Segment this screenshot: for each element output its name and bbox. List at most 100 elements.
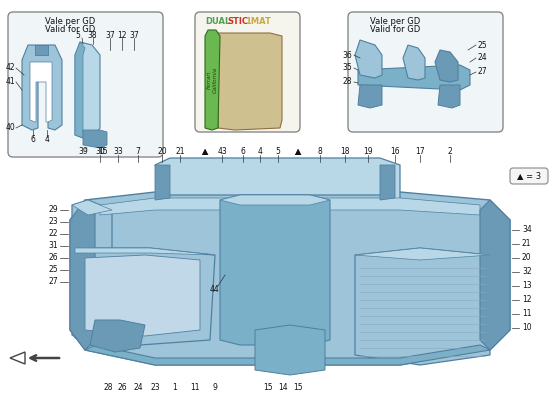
Text: 27: 27 [48, 278, 58, 286]
Text: 28: 28 [103, 384, 113, 392]
Text: 41: 41 [5, 78, 15, 86]
Polygon shape [438, 85, 460, 108]
Text: 20: 20 [157, 148, 167, 156]
Text: 42: 42 [5, 64, 15, 72]
Polygon shape [435, 50, 458, 82]
Polygon shape [75, 42, 100, 138]
Text: 6: 6 [240, 148, 245, 156]
Text: 24: 24 [133, 384, 143, 392]
Text: 5: 5 [276, 148, 280, 156]
Text: 15: 15 [98, 148, 108, 156]
Text: 12: 12 [117, 30, 126, 40]
Text: 43: 43 [217, 148, 227, 156]
Text: 27: 27 [478, 68, 488, 76]
Text: 37: 37 [105, 30, 115, 40]
FancyBboxPatch shape [510, 168, 548, 184]
Polygon shape [72, 200, 112, 345]
Polygon shape [85, 345, 490, 365]
Polygon shape [75, 248, 215, 255]
Text: 19: 19 [363, 148, 373, 156]
Polygon shape [358, 85, 382, 108]
Text: 12: 12 [522, 296, 531, 304]
Polygon shape [355, 248, 490, 365]
Polygon shape [380, 165, 395, 200]
Polygon shape [480, 200, 510, 350]
Polygon shape [100, 198, 480, 215]
Text: 14: 14 [278, 384, 288, 392]
Polygon shape [30, 62, 52, 122]
Text: 34: 34 [522, 226, 532, 234]
Text: 15: 15 [293, 384, 303, 392]
Text: 9: 9 [212, 384, 217, 392]
Text: ▲: ▲ [295, 148, 301, 156]
Text: Valid for GD: Valid for GD [45, 26, 95, 34]
Text: 13: 13 [522, 282, 532, 290]
Polygon shape [155, 158, 400, 200]
Polygon shape [355, 248, 490, 260]
Polygon shape [355, 40, 382, 78]
Text: 6: 6 [31, 136, 35, 144]
Text: ▲ = 3: ▲ = 3 [517, 172, 541, 180]
Polygon shape [35, 45, 48, 55]
Text: 38: 38 [87, 30, 97, 40]
Text: 35: 35 [342, 64, 352, 72]
Text: 40: 40 [5, 124, 15, 132]
Text: 36: 36 [342, 50, 352, 60]
Polygon shape [255, 325, 325, 375]
Text: STIC: STIC [228, 18, 249, 26]
FancyBboxPatch shape [348, 12, 503, 132]
Polygon shape [220, 195, 330, 345]
Polygon shape [83, 130, 107, 148]
Text: 11: 11 [522, 310, 531, 318]
Polygon shape [205, 30, 220, 130]
Polygon shape [85, 255, 200, 336]
Polygon shape [75, 248, 215, 345]
Polygon shape [70, 192, 510, 365]
Text: 37: 37 [129, 30, 139, 40]
Text: 8: 8 [318, 148, 322, 156]
Text: 4: 4 [45, 136, 50, 144]
FancyBboxPatch shape [8, 12, 163, 157]
Text: Gipiesse65: Gipiesse65 [191, 216, 359, 244]
Polygon shape [10, 352, 25, 364]
Text: 16: 16 [390, 148, 400, 156]
Text: 23: 23 [150, 384, 160, 392]
Text: 24: 24 [478, 54, 488, 62]
Text: 22: 22 [48, 230, 58, 238]
Text: 32: 32 [522, 268, 532, 276]
Text: 1MAT: 1MAT [245, 18, 271, 26]
Text: Valid for GD: Valid for GD [370, 26, 420, 34]
Text: 20: 20 [522, 254, 532, 262]
Text: 21: 21 [522, 240, 531, 248]
Text: 11: 11 [190, 384, 200, 392]
Text: Vale per GD: Vale per GD [45, 18, 95, 26]
Text: 25: 25 [478, 40, 488, 50]
Text: 26: 26 [117, 384, 127, 392]
Text: ▲: ▲ [202, 148, 208, 156]
Polygon shape [75, 42, 85, 138]
Text: 31: 31 [48, 242, 58, 250]
Text: ▲: ▲ [295, 148, 301, 156]
Text: Vale per GD: Vale per GD [370, 18, 420, 26]
Text: DUAL: DUAL [205, 18, 230, 26]
Text: 10: 10 [522, 324, 532, 332]
Polygon shape [155, 165, 170, 200]
Text: 33: 33 [113, 148, 123, 156]
Text: 44: 44 [210, 286, 220, 294]
Text: 15: 15 [263, 384, 273, 392]
Polygon shape [358, 65, 470, 90]
Polygon shape [403, 45, 425, 80]
Text: 21: 21 [175, 148, 185, 156]
Text: 23: 23 [48, 218, 58, 226]
Polygon shape [218, 33, 282, 130]
Text: 26: 26 [48, 254, 58, 262]
Text: 17: 17 [415, 148, 425, 156]
Text: ▲: ▲ [202, 148, 208, 156]
Polygon shape [220, 195, 330, 205]
Text: 39: 39 [78, 148, 88, 156]
Text: 18: 18 [340, 148, 350, 156]
Text: 28: 28 [343, 78, 352, 86]
Text: 7: 7 [135, 148, 140, 156]
Text: 30: 30 [95, 148, 105, 156]
Polygon shape [70, 200, 95, 350]
